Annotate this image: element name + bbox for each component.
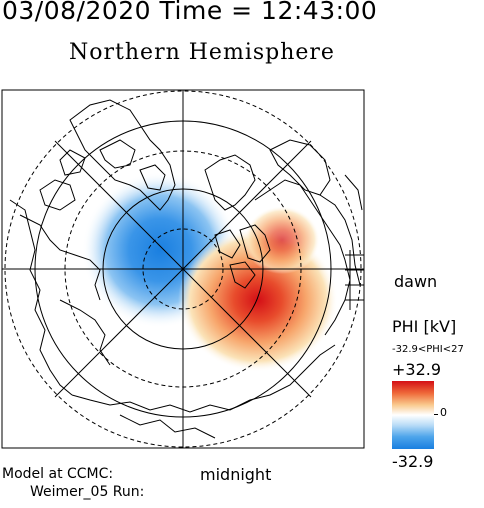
datetime-title: 03/08/2020 Time = 12:43:00 xyxy=(2,0,378,25)
legend-max-value: +32.9 xyxy=(392,360,442,379)
positive-potential-cell-upper xyxy=(244,206,320,274)
meridian-diagonal-2 xyxy=(54,140,312,398)
model-label: Model at CCMC: xyxy=(2,466,114,482)
legend-min-value: -32.9 xyxy=(392,452,434,471)
hemisphere-title: Northern Hemisphere xyxy=(69,40,335,65)
legend-zero-tick xyxy=(434,414,438,415)
model-run-label: Weimer_05 Run: xyxy=(30,484,145,500)
legend-title: PHI [kV] xyxy=(392,317,457,336)
legend-range: -32.9<PHI<27 xyxy=(392,344,464,355)
dawn-label: dawn xyxy=(394,272,438,291)
longitude-grid xyxy=(345,250,364,310)
legend-zero-value: 0 xyxy=(440,406,447,419)
legend-colorbar xyxy=(392,381,434,449)
polar-potential-map xyxy=(1,89,365,449)
midnight-label: midnight xyxy=(200,465,272,484)
